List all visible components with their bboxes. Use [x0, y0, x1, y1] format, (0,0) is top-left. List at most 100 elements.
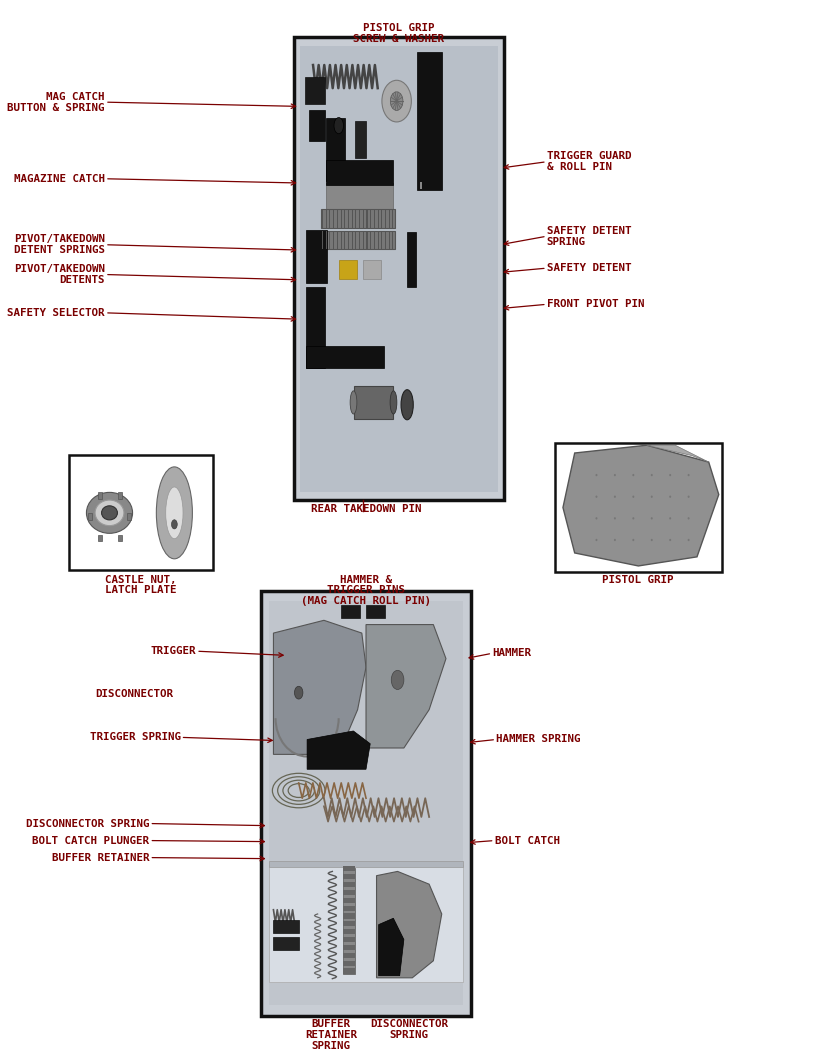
Ellipse shape — [166, 487, 183, 538]
Bar — [269, 865, 463, 982]
Bar — [344, 210, 346, 228]
Ellipse shape — [614, 496, 616, 498]
Bar — [269, 861, 463, 867]
Bar — [336, 231, 338, 249]
Bar — [343, 905, 355, 911]
Bar — [363, 261, 381, 279]
Bar — [330, 231, 331, 249]
Bar — [343, 890, 355, 895]
Bar — [343, 968, 355, 974]
Bar — [128, 514, 132, 519]
Bar — [359, 231, 360, 249]
Bar — [117, 493, 122, 499]
Ellipse shape — [633, 517, 634, 519]
Bar — [88, 514, 92, 519]
Ellipse shape — [95, 500, 124, 526]
Ellipse shape — [688, 496, 690, 498]
Bar — [348, 210, 349, 228]
Ellipse shape — [670, 473, 671, 477]
Bar — [555, 443, 722, 572]
Bar — [385, 210, 386, 228]
Text: SAFETY SELECTOR: SAFETY SELECTOR — [8, 307, 105, 318]
Polygon shape — [307, 731, 370, 769]
Bar — [362, 231, 364, 249]
Ellipse shape — [688, 517, 690, 519]
Bar — [98, 534, 102, 541]
Text: BUFFER
RETAINER
SPRING: BUFFER RETAINER SPRING — [305, 1019, 357, 1051]
Bar — [320, 231, 394, 249]
Ellipse shape — [633, 538, 634, 542]
Text: TRIGGER SPRING: TRIGGER SPRING — [90, 732, 180, 743]
Text: PISTOL GRIP: PISTOL GRIP — [602, 575, 674, 584]
Bar — [69, 455, 213, 570]
Bar — [385, 231, 386, 249]
Ellipse shape — [633, 496, 634, 498]
Text: DISCONNECTOR: DISCONNECTOR — [95, 688, 173, 699]
Ellipse shape — [651, 538, 653, 542]
Bar — [330, 210, 331, 228]
Polygon shape — [366, 625, 446, 748]
Bar — [306, 230, 327, 283]
Ellipse shape — [391, 670, 404, 689]
Text: PIVOT/TAKEDOWN
DETENT SPRINGS: PIVOT/TAKEDOWN DETENT SPRINGS — [14, 234, 105, 255]
Bar — [366, 604, 385, 618]
Bar — [326, 183, 393, 210]
Bar — [343, 945, 355, 950]
Bar — [343, 961, 355, 966]
Ellipse shape — [596, 496, 597, 498]
Text: MAG CATCH
BUTTON & SPRING: MAG CATCH BUTTON & SPRING — [8, 92, 105, 113]
Bar — [388, 210, 390, 228]
Ellipse shape — [670, 517, 671, 519]
Bar — [343, 875, 355, 879]
Text: PISTOL GRIP
SCREW & WASHER: PISTOL GRIP SCREW & WASHER — [353, 23, 444, 45]
Ellipse shape — [614, 473, 616, 477]
Bar — [353, 386, 393, 419]
Text: REAR TAKEDOWN PIN: REAR TAKEDOWN PIN — [310, 504, 421, 514]
Polygon shape — [377, 871, 442, 978]
Text: DISCONNECTOR SPRING: DISCONNECTOR SPRING — [26, 818, 149, 829]
Bar — [343, 882, 355, 887]
Ellipse shape — [156, 467, 192, 559]
Bar — [274, 936, 299, 950]
Polygon shape — [563, 445, 719, 566]
Bar — [322, 231, 323, 249]
Ellipse shape — [596, 517, 597, 519]
Bar — [388, 231, 390, 249]
Bar — [343, 914, 355, 918]
Ellipse shape — [651, 496, 653, 498]
Bar — [343, 898, 355, 903]
Text: CASTLE NUT,
LATCH PLATE: CASTLE NUT, LATCH PLATE — [105, 575, 176, 596]
Bar — [374, 210, 375, 228]
Bar — [343, 866, 355, 871]
Ellipse shape — [651, 473, 653, 477]
Bar — [336, 210, 338, 228]
Ellipse shape — [294, 686, 303, 699]
Bar — [300, 46, 498, 492]
Ellipse shape — [86, 493, 133, 533]
Ellipse shape — [350, 390, 357, 414]
Bar — [306, 287, 325, 368]
Bar — [370, 231, 371, 249]
Bar — [356, 210, 357, 228]
Bar — [370, 210, 371, 228]
Bar — [274, 919, 299, 933]
Ellipse shape — [390, 92, 403, 111]
Bar — [362, 210, 364, 228]
Ellipse shape — [670, 496, 671, 498]
Ellipse shape — [596, 473, 597, 477]
Bar — [261, 591, 472, 1016]
Text: DISCONNECTOR
SPRING: DISCONNECTOR SPRING — [370, 1019, 448, 1041]
Ellipse shape — [596, 538, 597, 542]
Bar — [339, 261, 357, 279]
Bar — [343, 921, 355, 927]
Ellipse shape — [334, 117, 343, 134]
Bar — [381, 231, 383, 249]
Bar — [343, 937, 355, 942]
Bar — [306, 346, 384, 368]
Text: BOLT CATCH PLUNGER: BOLT CATCH PLUNGER — [33, 835, 149, 846]
Bar — [341, 604, 360, 618]
Bar — [320, 210, 394, 228]
Ellipse shape — [390, 390, 397, 414]
Ellipse shape — [670, 538, 671, 542]
Bar — [343, 952, 355, 958]
